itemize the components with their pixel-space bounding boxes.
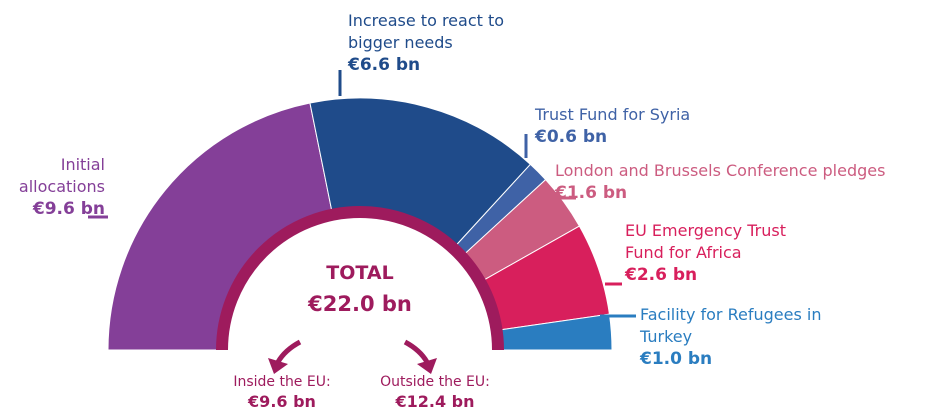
segment-value: €9.6 bn	[32, 199, 105, 219]
segment-name: Trust Fund for Syria	[535, 105, 691, 124]
total-label: TOTAL	[326, 262, 394, 284]
annotation: Outside the EU: €12.4 bn	[355, 373, 515, 411]
annotation-text: Inside the EU:	[233, 374, 331, 390]
annotation: Inside the EU: €9.6 bn	[202, 373, 362, 411]
segment-label: Trust Fund for Syria €0.6 bn	[535, 104, 735, 148]
segment-label: EU Emergency Trust Fund for Africa €2.6 b…	[625, 220, 825, 286]
arrow	[275, 339, 302, 364]
segment-name: Facility for Refugees in Turkey	[640, 305, 822, 346]
arrow	[403, 339, 430, 364]
segment-value: €2.6 bn	[625, 265, 698, 285]
arrow-head	[417, 358, 437, 374]
segment-label: Initial allocations €9.6 bn	[0, 154, 105, 220]
arrow-head	[268, 358, 288, 374]
segment-name: Initial allocations	[18, 155, 105, 196]
annotation-value: €9.6 bn	[248, 392, 316, 411]
segment-value: €1.0 bn	[640, 349, 713, 369]
inner-ring	[216, 206, 504, 351]
annotation-text: Outside the EU:	[380, 374, 490, 390]
segment-value: €6.6 bn	[348, 55, 421, 75]
segment-label: London and Brussels Conference pledges €1…	[555, 160, 947, 204]
segment-name: London and Brussels Conference pledges	[555, 161, 886, 180]
annotation-value: €12.4 bn	[395, 392, 475, 411]
segment-value: €1.6 bn	[555, 183, 628, 203]
segment-label: Increase to react to bigger needs €6.6 bn	[348, 10, 518, 76]
segment-name: Increase to react to bigger needs	[348, 11, 505, 52]
segment-name: EU Emergency Trust Fund for Africa	[625, 221, 786, 262]
segment-value: €0.6 bn	[535, 127, 608, 147]
total-value: €22.0 bn	[308, 292, 412, 316]
segment-label: Facility for Refugees in Turkey €1.0 bn	[640, 304, 840, 370]
